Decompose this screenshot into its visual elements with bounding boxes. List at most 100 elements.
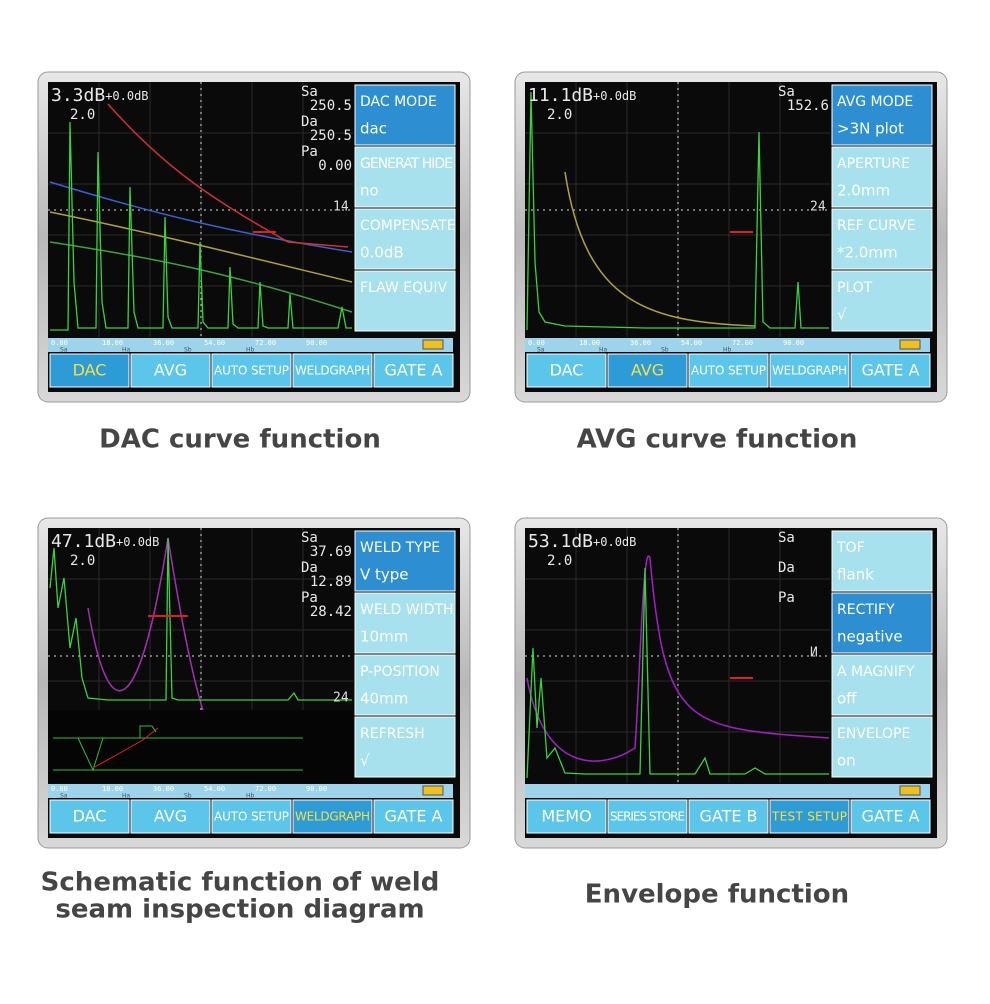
menu-title: COMPENSATE (360, 218, 456, 234)
screen: 53.1dB+0.0dB2.0SaDaPaИTOFflankRECTIFYneg… (525, 528, 937, 838)
menu-title: PLOT (837, 280, 873, 296)
step-readout: 2.0 (547, 553, 572, 569)
tab-label: AUTO SETUP (214, 810, 289, 824)
menu-item[interactable] (354, 208, 456, 270)
menu-item[interactable] (354, 84, 456, 146)
tab[interactable] (526, 353, 607, 388)
menu-value: no (360, 182, 379, 200)
gate-level: 24 (810, 200, 826, 215)
menu-title: A MAGNIFY (837, 664, 915, 680)
tab[interactable] (850, 799, 931, 834)
scale-label: 18.00 (102, 339, 123, 347)
tab[interactable] (607, 799, 688, 834)
tab[interactable] (130, 353, 211, 388)
menu-item[interactable] (354, 270, 456, 332)
scale-label: 0.00 (528, 339, 545, 347)
scale-mark: Sa (60, 793, 68, 800)
tab[interactable] (49, 353, 130, 388)
menu-value: 2.0mm (837, 182, 890, 200)
probe (139, 725, 157, 738)
tab[interactable] (373, 799, 454, 834)
tab[interactable] (688, 799, 769, 834)
tab[interactable] (211, 353, 292, 388)
reference-curve (107, 103, 349, 248)
tab[interactable] (607, 353, 688, 388)
echo-trace (50, 121, 352, 331)
menu-title: APERTURE (837, 156, 910, 172)
scale-mark: Sa (60, 347, 68, 354)
tab-label: GATE A (384, 361, 442, 380)
menu-item[interactable] (831, 716, 933, 778)
menu-item[interactable] (831, 592, 933, 654)
scale-bar (525, 784, 930, 798)
tab[interactable] (526, 799, 607, 834)
menu-item[interactable] (831, 84, 933, 146)
tab-label: DAC (73, 807, 107, 826)
gain-readout: 3.3dB+0.0dB (51, 85, 149, 106)
tab[interactable] (769, 799, 850, 834)
scale-label: 0.00 (51, 785, 68, 793)
readout-label: Da (301, 560, 318, 576)
menu-title: ENVELOPE (837, 726, 910, 742)
scale-label: 18.00 (579, 339, 600, 347)
menu-item[interactable] (831, 208, 933, 270)
menu-value: V type (360, 566, 409, 584)
device-panel: 3.3dB+0.0dB2.0Sa250.5Da250.5Pa0.0014DAC … (37, 71, 471, 403)
tab-label: GATE A (861, 807, 919, 826)
gain-readout: 47.1dB+0.0dB (51, 531, 159, 552)
menu-item[interactable] (354, 146, 456, 208)
scale-label: 36.00 (153, 785, 174, 793)
tab[interactable] (49, 799, 130, 834)
tab[interactable] (130, 799, 211, 834)
menu-value: dac (360, 120, 387, 138)
menu-title: P-POSITION (360, 664, 440, 680)
menu-value: 40mm (360, 690, 408, 708)
readout-label: Da (778, 560, 795, 576)
gain-delta: +0.0dB (105, 89, 148, 103)
tab[interactable] (373, 353, 454, 388)
gain-delta: +0.0dB (116, 535, 159, 549)
menu-title: AVG MODE (837, 94, 913, 110)
tab[interactable] (211, 799, 292, 834)
tab[interactable] (850, 353, 931, 388)
menu-item[interactable] (354, 716, 456, 778)
menu-item[interactable] (831, 530, 933, 592)
caption: DAC curve function (99, 425, 381, 455)
scale-mark: Sb (184, 347, 192, 354)
readout-value: 152.6 (787, 98, 829, 114)
tab-label: WELDGRAPH (772, 364, 847, 378)
tab[interactable] (292, 353, 373, 388)
menu-item[interactable] (354, 592, 456, 654)
readout-label: Sa (778, 530, 795, 546)
gain-readout: 53.1dB+0.0dB (528, 531, 636, 552)
tab-label: WELDGRAPH (295, 364, 370, 378)
tab-label: WELDGRAPH (295, 810, 370, 824)
readout-label: Sa (301, 84, 318, 100)
menu-value: 10mm (360, 628, 408, 646)
scale-mark: Hb (723, 347, 732, 354)
menu-title: WELD TYPE (360, 540, 440, 556)
tab[interactable] (292, 799, 373, 834)
screen: 3.3dB+0.0dB2.0Sa250.5Da250.5Pa0.0014DAC … (48, 82, 460, 392)
menu-value: off (837, 690, 857, 708)
scale-label: 90.00 (783, 339, 804, 347)
menu-value: on (837, 752, 856, 770)
gate-level: 24 (333, 691, 349, 706)
menu-item[interactable] (354, 654, 456, 716)
menu-item[interactable] (354, 530, 456, 592)
scale-mark: Ha (599, 347, 608, 354)
menu-item[interactable] (831, 146, 933, 208)
screen: 47.1dB+0.0dB2.0Sa37.69Da12.89Pa28.4224WE… (48, 528, 460, 838)
tab[interactable] (688, 353, 769, 388)
tab[interactable] (769, 353, 850, 388)
battery (899, 339, 921, 350)
battery (422, 785, 444, 796)
menu-title: GENERAT HIDE (360, 156, 453, 172)
tab-label: AVG (154, 807, 187, 826)
tab-label: GATE A (861, 361, 919, 380)
menu-item[interactable] (831, 270, 933, 332)
readout-label: Sa (301, 530, 318, 546)
scale-mark: Sb (184, 793, 192, 800)
menu-item[interactable] (831, 654, 933, 716)
